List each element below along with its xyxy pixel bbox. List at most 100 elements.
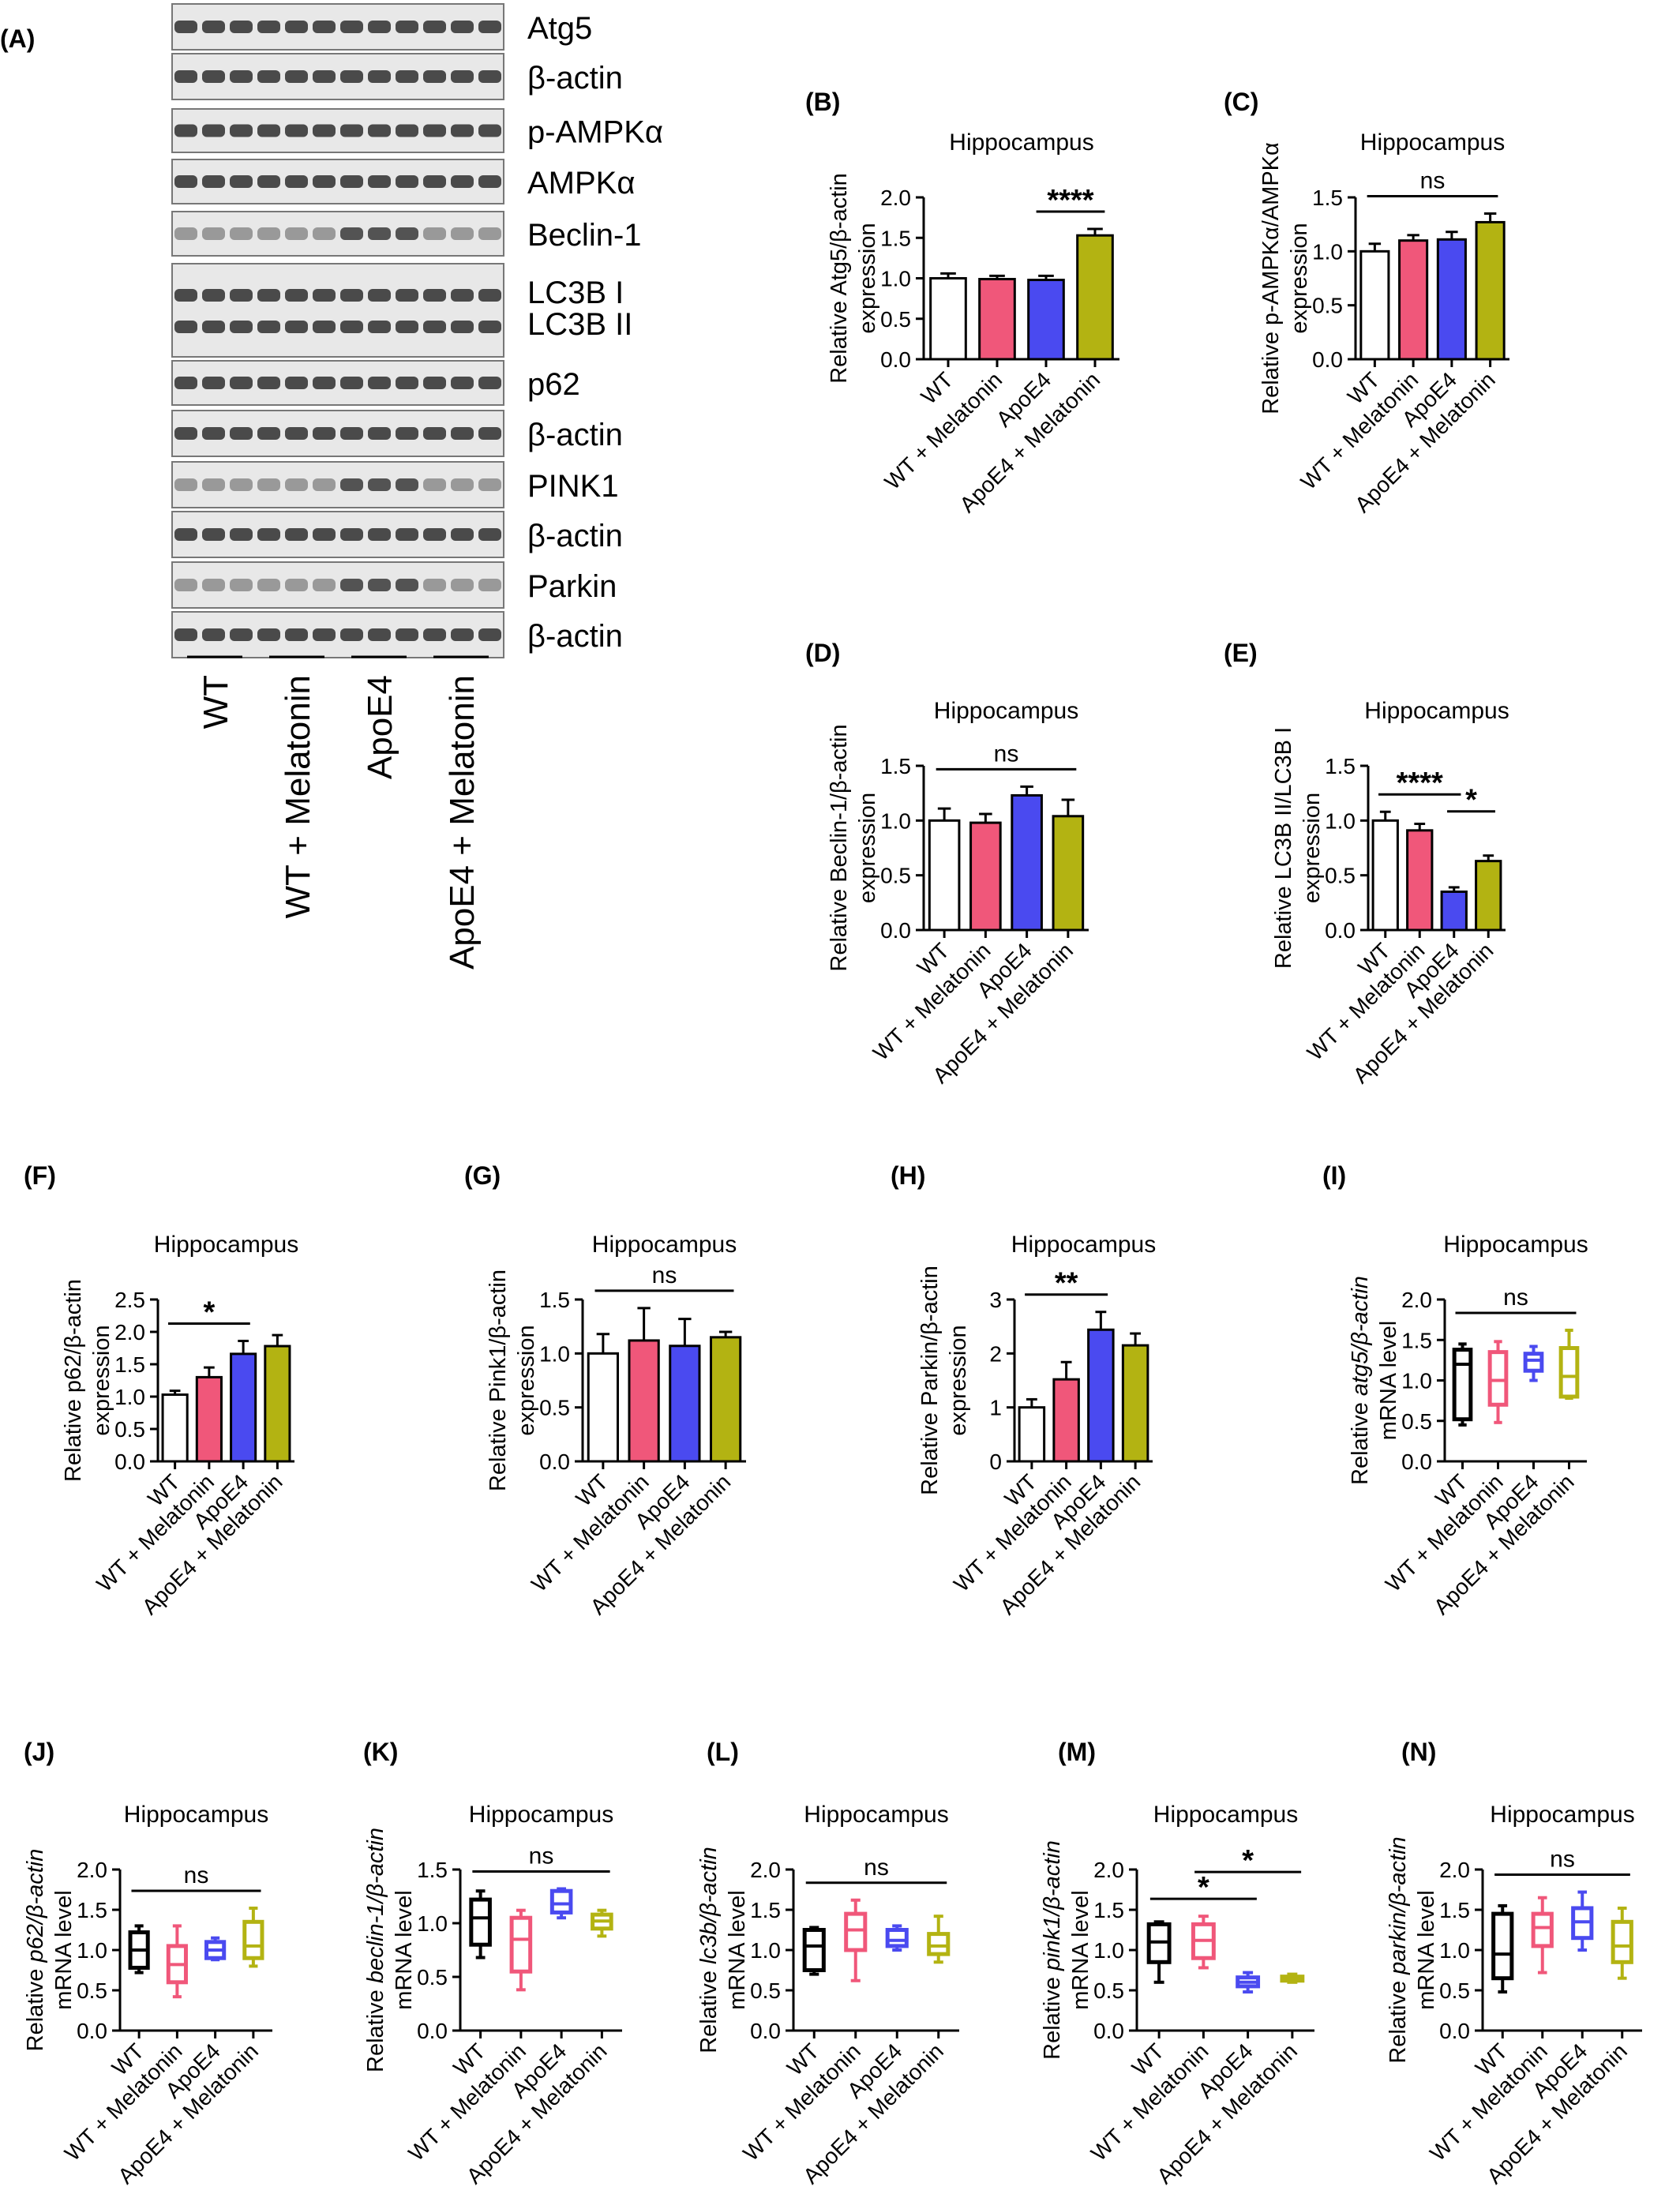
blot-band	[230, 175, 253, 188]
bar	[1027, 279, 1065, 361]
blot-band	[340, 21, 363, 33]
y-tick-label: 1.5	[1312, 186, 1343, 210]
blot-band-label: Parkin	[527, 569, 617, 604]
blot-band	[313, 70, 336, 83]
bar	[709, 1336, 742, 1463]
y-axis-label-text: Relative	[1040, 1971, 1065, 2060]
y-axis-label-text: Relative	[1386, 1975, 1411, 2064]
y-axis-label: Relative LC3B II/LC3B I	[1271, 727, 1296, 969]
y-axis-label: Relative Parkin/β-actin	[917, 1266, 943, 1495]
y-tick-label: 1.0	[539, 1341, 570, 1366]
panel-label: (N)	[1401, 1738, 1436, 1766]
blot-row: Parkin	[171, 561, 617, 609]
y-tick-label: 2.0	[1439, 1858, 1470, 1882]
blot-band	[313, 478, 336, 491]
blot-band	[340, 528, 363, 541]
y-axis-label: Relative atg5/β-actin	[1348, 1276, 1373, 1485]
y-axis-label-italic: atg5/β-actin	[1348, 1276, 1373, 1396]
blot-band	[257, 427, 280, 440]
blot-band	[478, 478, 501, 491]
y-tick-label: 1.5	[539, 1288, 570, 1312]
bar	[669, 1345, 701, 1463]
blot-band	[174, 478, 197, 491]
bar	[161, 1393, 189, 1463]
blot-band	[313, 289, 336, 302]
blot-row: p62	[171, 360, 580, 406]
blot-band	[174, 321, 197, 333]
blot-row: β-actin	[171, 511, 623, 558]
blot-band	[174, 427, 197, 440]
blot-band	[368, 70, 391, 83]
box	[844, 1911, 868, 1952]
blot-band	[451, 289, 474, 302]
blot-band	[313, 321, 336, 333]
y-axis-label-line2: mRNA level	[51, 1890, 77, 2010]
bar	[1475, 860, 1502, 932]
blot-band	[285, 227, 308, 240]
y-axis-label: Relative pink1/β-actin	[1040, 1840, 1065, 2060]
blot-band	[396, 21, 418, 33]
y-axis-label: Relative beclin-1/β-actin	[363, 1828, 388, 2072]
blot-band-label: PINK1	[527, 469, 619, 504]
blot-band	[340, 427, 363, 440]
significance-label: ns	[184, 1862, 209, 1888]
box	[1531, 1911, 1554, 1948]
blot-membrane	[171, 360, 504, 406]
blot-band	[396, 321, 418, 333]
bar	[969, 821, 1002, 932]
blot-band	[478, 377, 501, 389]
blot-band	[423, 124, 446, 137]
blot-band	[396, 427, 418, 440]
y-axis-label-italic: lc3b/β-actin	[696, 1847, 722, 1964]
bar	[1371, 819, 1399, 932]
y-axis-label-text: Relative	[1348, 1396, 1373, 1485]
blot-band	[285, 289, 308, 302]
bar	[1087, 1328, 1115, 1463]
blot-band	[423, 528, 446, 541]
blot-band	[202, 528, 225, 541]
blot-band	[257, 70, 280, 83]
chart-title: Hippocampus	[1153, 1802, 1298, 1828]
blot-membrane	[171, 159, 504, 204]
chart-title: Hippocampus	[154, 1232, 298, 1258]
y-tick-label: 1.0	[880, 267, 911, 291]
blot-band-label: p62	[527, 367, 580, 402]
significance-label: ns	[864, 1855, 889, 1881]
blot-band	[368, 528, 391, 541]
blot-band	[230, 321, 253, 333]
blot-band	[174, 628, 197, 641]
bar	[1436, 238, 1467, 361]
panel-label: (B)	[805, 88, 840, 116]
blot-band	[257, 628, 280, 641]
chart-title: Hippocampus	[1011, 1232, 1156, 1258]
blot-band	[451, 175, 474, 188]
western-blot: Atg5 β-actin p-AMPKα AMPKα Beclin-1 LC3B ILC3…	[171, 3, 663, 969]
blot-row: p-AMPKα	[171, 108, 663, 153]
blot-group-label: WT	[197, 675, 235, 729]
y-tick-label: 1.0	[1093, 1938, 1124, 1963]
blot-row: β-actin	[171, 611, 623, 658]
blot-band	[313, 528, 336, 541]
blot-band	[368, 377, 391, 389]
y-tick-label: 2.0	[1093, 1858, 1124, 1882]
panel-label: (E)	[1224, 639, 1258, 667]
bar	[587, 1352, 620, 1463]
y-tick-label: 0.0	[750, 2019, 781, 2043]
y-tick-label: 1	[989, 1396, 1002, 1420]
y-tick-label: 1.0	[1325, 808, 1356, 833]
blot-band	[478, 124, 501, 137]
y-tick-label: 2.0	[114, 1320, 145, 1345]
y-tick-label: 1.5	[1325, 754, 1356, 778]
y-tick-label: 1.0	[1401, 1369, 1432, 1393]
y-tick-label: 0.5	[1401, 1409, 1432, 1434]
blot-membrane	[171, 611, 504, 658]
blot-band	[368, 321, 391, 333]
blot-band	[285, 579, 308, 591]
panel-label: (G)	[464, 1161, 501, 1190]
blot-band	[423, 478, 446, 491]
blot-row: AMPKα	[171, 159, 635, 204]
significance-label: *	[203, 1296, 215, 1329]
blot-band	[368, 628, 391, 641]
chart-title: Hippocampus	[1490, 1802, 1634, 1828]
y-tick-label: 2.0	[77, 1858, 107, 1882]
